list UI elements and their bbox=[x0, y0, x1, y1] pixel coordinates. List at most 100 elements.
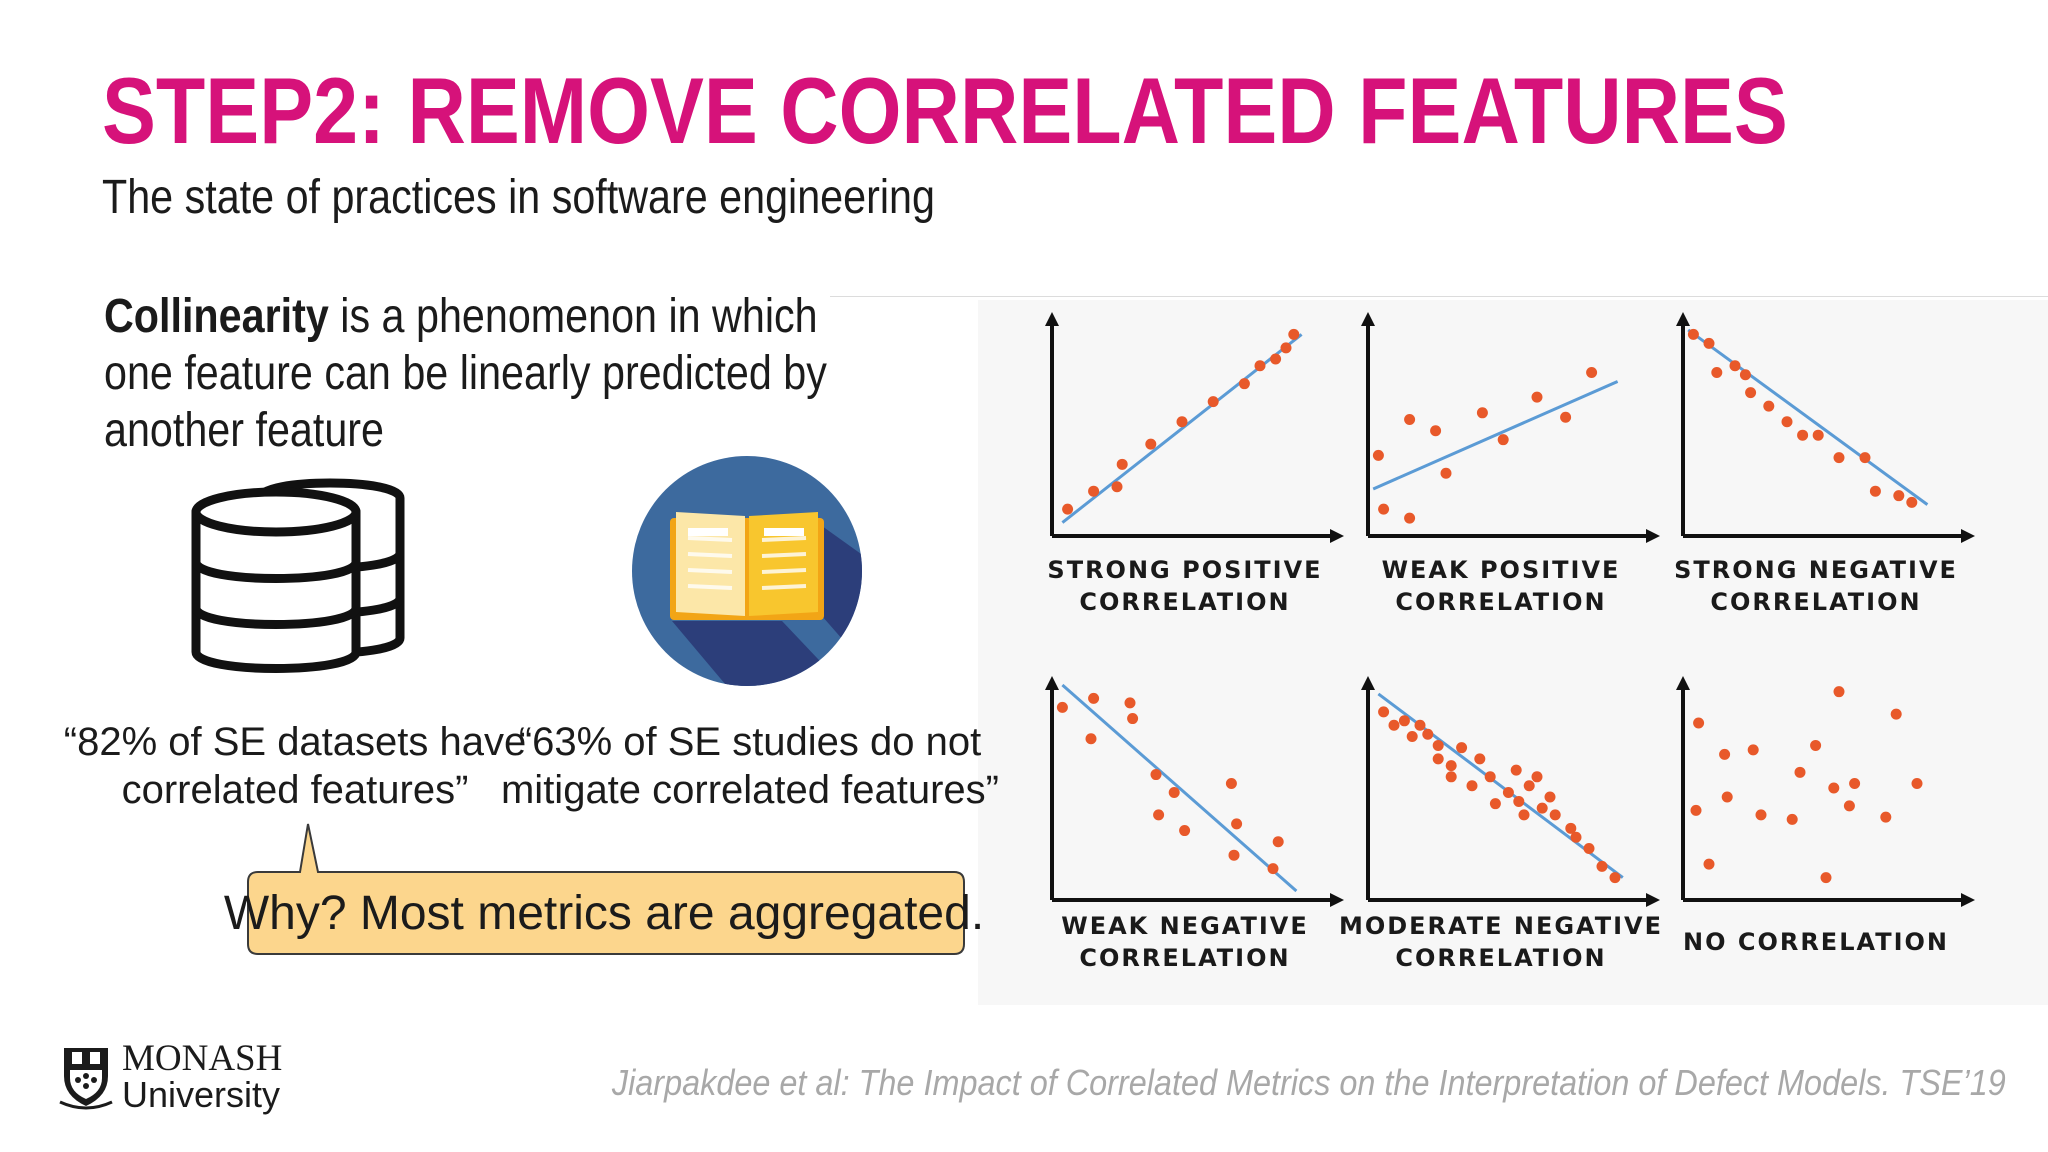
data-point bbox=[1440, 467, 1452, 479]
data-point bbox=[1833, 452, 1845, 464]
x-axis-arrow bbox=[1646, 529, 1660, 543]
data-point bbox=[1056, 701, 1068, 713]
definition-body: is a phenomenon in which one feature can… bbox=[104, 290, 827, 457]
data-point bbox=[1145, 438, 1157, 450]
data-point bbox=[1755, 809, 1767, 821]
chart-label: CORRELATION bbox=[1079, 944, 1290, 972]
citation: Jiarpakdee et al: The Impact of Correlat… bbox=[612, 1062, 2006, 1103]
data-point bbox=[1127, 713, 1139, 725]
data-point bbox=[1476, 407, 1488, 419]
x-axis-arrow bbox=[1961, 529, 1975, 543]
definition-term: Collinearity bbox=[104, 290, 329, 343]
data-point bbox=[1484, 771, 1496, 783]
data-point bbox=[1272, 836, 1284, 848]
trend-line bbox=[1372, 380, 1619, 491]
data-point bbox=[1544, 791, 1556, 803]
logo-subtitle: University bbox=[122, 1074, 281, 1115]
data-point bbox=[1531, 771, 1543, 783]
data-point bbox=[1565, 822, 1577, 834]
data-point bbox=[1414, 719, 1426, 731]
x-axis-arrow bbox=[1646, 893, 1660, 907]
data-point bbox=[1536, 802, 1548, 814]
data-point bbox=[1116, 458, 1128, 470]
data-point bbox=[1745, 387, 1757, 399]
charts-panel bbox=[978, 300, 2048, 1005]
data-point bbox=[1843, 800, 1855, 812]
data-point bbox=[1168, 786, 1180, 798]
data-point bbox=[1786, 813, 1798, 825]
chart-label: CORRELATION bbox=[1079, 588, 1290, 616]
divider-line bbox=[830, 296, 2048, 297]
data-point bbox=[1869, 485, 1881, 497]
monash-crest-icon bbox=[59, 1048, 113, 1110]
data-point bbox=[1404, 414, 1416, 426]
data-point bbox=[1729, 360, 1741, 372]
data-point bbox=[1719, 748, 1731, 760]
data-point bbox=[1404, 512, 1416, 524]
data-point bbox=[1890, 708, 1902, 720]
data-point bbox=[1372, 449, 1384, 461]
trend-line bbox=[1061, 683, 1298, 893]
definition-text: Collinearity is a phenomenon in which on… bbox=[104, 288, 852, 459]
data-point bbox=[1880, 811, 1892, 823]
data-point bbox=[1388, 719, 1400, 731]
chart-label: WEAK POSITIVE bbox=[1382, 556, 1621, 584]
data-point bbox=[1513, 795, 1525, 807]
data-point bbox=[1609, 872, 1621, 884]
data-point bbox=[1280, 342, 1292, 354]
data-point bbox=[1231, 818, 1243, 830]
data-point bbox=[1267, 863, 1279, 875]
chart-label: WEAK NEGATIVE bbox=[1061, 912, 1309, 940]
data-point bbox=[1456, 742, 1468, 754]
data-point bbox=[1911, 778, 1923, 790]
data-point bbox=[1531, 391, 1543, 403]
data-point bbox=[1153, 809, 1165, 821]
quote-datasets: “82% of SE datasets have correlated feat… bbox=[63, 720, 527, 812]
data-point bbox=[1820, 872, 1832, 884]
data-point bbox=[1254, 360, 1266, 372]
data-point bbox=[1432, 739, 1444, 751]
quote-studies: “63% of SE studies do not mitigate corre… bbox=[500, 720, 999, 812]
chart-label: STRONG POSITIVE bbox=[1047, 556, 1322, 584]
x-axis-arrow bbox=[1330, 893, 1344, 907]
data-point bbox=[1445, 760, 1457, 772]
chart-label: NO CORRELATION bbox=[1683, 928, 1949, 956]
slide-title: STEP2: REMOVE CORRELATED FEATURES bbox=[102, 58, 1788, 163]
data-point bbox=[1378, 706, 1390, 718]
data-point bbox=[1111, 481, 1123, 493]
data-point bbox=[1518, 809, 1530, 821]
data-point bbox=[1270, 353, 1282, 365]
chart-label: STRONG NEGATIVE bbox=[1674, 556, 1958, 584]
data-point bbox=[1810, 739, 1822, 751]
chart-label: MODERATE NEGATIVE bbox=[1339, 912, 1663, 940]
data-point bbox=[1497, 434, 1509, 446]
slide-subtitle: The state of practices in software engin… bbox=[102, 171, 935, 224]
data-point bbox=[1739, 369, 1751, 381]
data-point bbox=[1781, 416, 1793, 428]
data-point bbox=[1893, 490, 1905, 502]
data-point bbox=[1238, 378, 1250, 390]
data-point bbox=[1179, 825, 1191, 837]
data-point bbox=[1693, 717, 1705, 729]
data-point bbox=[1721, 791, 1733, 803]
data-point bbox=[1406, 730, 1418, 742]
data-point bbox=[1596, 860, 1608, 872]
chart-label: CORRELATION bbox=[1395, 944, 1606, 972]
data-point bbox=[1474, 753, 1486, 765]
data-point bbox=[1466, 780, 1478, 792]
data-point bbox=[1489, 798, 1501, 810]
data-point bbox=[1833, 686, 1845, 698]
data-point bbox=[1583, 842, 1595, 854]
data-point bbox=[1849, 778, 1861, 790]
y-axis-arrow bbox=[1045, 312, 1059, 326]
y-axis-arrow bbox=[1361, 312, 1375, 326]
data-point bbox=[1859, 452, 1871, 464]
data-point bbox=[1549, 809, 1561, 821]
data-point bbox=[1225, 778, 1237, 790]
callout-text: Why? Most metrics are aggregated. bbox=[223, 886, 985, 940]
data-point bbox=[1812, 429, 1824, 441]
data-point bbox=[1124, 697, 1136, 709]
y-axis-arrow bbox=[1361, 676, 1375, 690]
data-point bbox=[1430, 425, 1442, 437]
